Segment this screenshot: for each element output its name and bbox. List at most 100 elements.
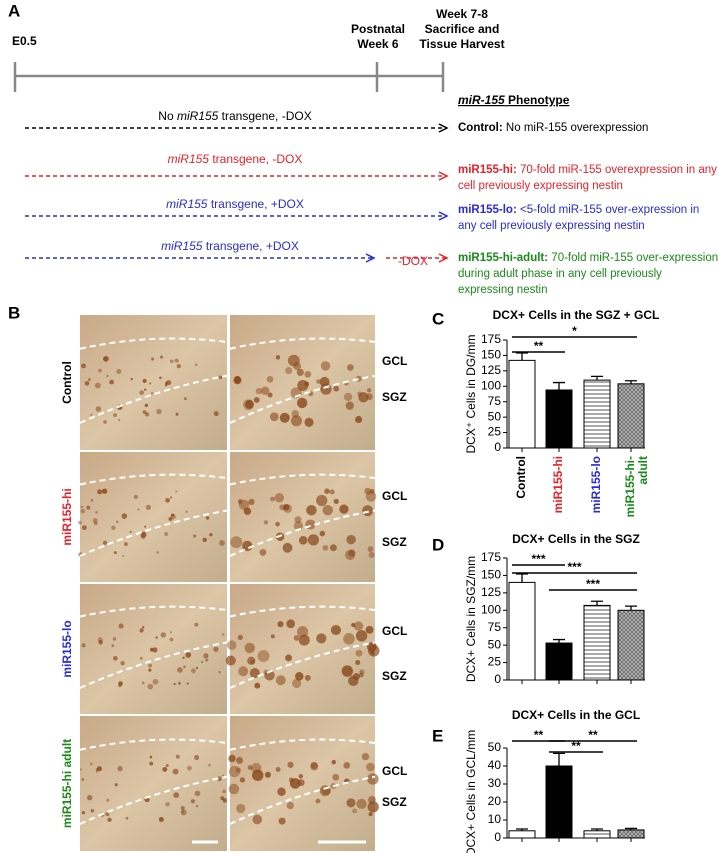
y-tick-label: 175 bbox=[481, 332, 501, 346]
cell bbox=[368, 551, 375, 558]
error-bar bbox=[591, 375, 603, 381]
y-tick-label: 0 bbox=[494, 830, 501, 844]
cell bbox=[270, 634, 275, 639]
cell bbox=[97, 637, 103, 643]
cell bbox=[230, 536, 243, 549]
significance-label: ** bbox=[534, 339, 544, 353]
phenotype: miR155-hi: 70-fold miR-155 overexpressio… bbox=[458, 164, 717, 192]
cell bbox=[141, 626, 145, 629]
cell bbox=[297, 379, 309, 391]
cell bbox=[169, 359, 174, 364]
cell bbox=[96, 766, 102, 772]
cell bbox=[173, 682, 176, 686]
cell bbox=[95, 406, 102, 412]
cell bbox=[98, 368, 102, 373]
cell bbox=[81, 525, 87, 531]
cell bbox=[351, 622, 356, 628]
layer-boundary bbox=[79, 473, 228, 486]
cell bbox=[365, 625, 374, 634]
bar bbox=[545, 389, 573, 449]
cell bbox=[251, 762, 262, 774]
cell bbox=[116, 368, 122, 374]
cell bbox=[329, 489, 335, 495]
cell bbox=[343, 392, 353, 402]
error-bar bbox=[591, 600, 603, 606]
cell bbox=[149, 382, 152, 385]
cell bbox=[248, 498, 255, 505]
cell bbox=[257, 650, 270, 663]
cell bbox=[139, 656, 143, 660]
timeline-end: Week 7-8 bbox=[436, 7, 488, 21]
error-bar bbox=[553, 381, 565, 390]
cell bbox=[291, 410, 300, 418]
cell bbox=[279, 504, 286, 511]
y-axis-label: DCX⁺ Cells in DG/mm bbox=[464, 334, 478, 453]
cell bbox=[368, 796, 376, 804]
y-tick-label: 50 bbox=[488, 409, 502, 423]
cell bbox=[218, 375, 223, 380]
cell bbox=[213, 646, 219, 652]
cell bbox=[333, 498, 339, 504]
cell bbox=[304, 674, 311, 681]
cell bbox=[152, 647, 158, 653]
cell bbox=[155, 636, 158, 639]
phenotype: miR155-lo: <5-fold miR-155 over-expressi… bbox=[458, 204, 700, 232]
cell bbox=[113, 655, 118, 661]
timeline-end: Tissue Harvest bbox=[419, 37, 504, 51]
cell bbox=[339, 504, 349, 514]
cell bbox=[90, 499, 94, 502]
phenotype: miR155-hi-adult: 70-fold miR-155 over-ex… bbox=[458, 252, 718, 296]
cell bbox=[186, 765, 192, 771]
error-bar bbox=[625, 827, 637, 830]
cell bbox=[191, 668, 196, 674]
row-label: miR155-hi adult bbox=[60, 739, 74, 828]
cell bbox=[95, 511, 98, 514]
cell bbox=[118, 623, 124, 629]
cell bbox=[120, 661, 125, 666]
cell bbox=[186, 682, 189, 685]
y-tick-label: 20 bbox=[488, 794, 502, 808]
cell bbox=[144, 403, 149, 408]
cell bbox=[139, 390, 144, 395]
cell bbox=[140, 534, 146, 540]
cell bbox=[165, 802, 170, 807]
cell bbox=[84, 380, 90, 386]
layer-label: GCL bbox=[382, 489, 407, 503]
cell bbox=[170, 514, 176, 520]
cell bbox=[80, 508, 86, 514]
cell bbox=[185, 510, 188, 513]
row-label: miR155-lo bbox=[60, 620, 74, 677]
cell bbox=[95, 770, 99, 773]
cell bbox=[238, 499, 250, 510]
timeline-mid: Week 6 bbox=[357, 37, 398, 51]
x-tick-label: Control bbox=[514, 456, 528, 499]
bar bbox=[617, 383, 645, 449]
cell bbox=[125, 816, 129, 820]
cell bbox=[194, 790, 201, 797]
significance-label: ** bbox=[571, 739, 581, 753]
bar bbox=[508, 830, 536, 839]
cell bbox=[170, 631, 173, 634]
cell bbox=[275, 355, 281, 360]
y-tick-label: 100 bbox=[481, 378, 501, 392]
cell bbox=[148, 663, 153, 668]
cell bbox=[156, 408, 162, 415]
cell bbox=[151, 357, 155, 361]
cell bbox=[112, 637, 117, 641]
cell bbox=[355, 659, 361, 666]
y-tick-label: 25 bbox=[488, 425, 502, 439]
cell bbox=[260, 386, 270, 396]
cell bbox=[194, 363, 198, 367]
significance-label: *** bbox=[531, 552, 545, 566]
cell bbox=[175, 412, 179, 416]
cell bbox=[269, 412, 279, 422]
cell bbox=[164, 384, 168, 387]
cell bbox=[345, 401, 354, 410]
cell bbox=[319, 376, 330, 387]
cell bbox=[293, 362, 302, 370]
cell bbox=[282, 542, 293, 553]
cell bbox=[144, 525, 147, 528]
cell bbox=[81, 778, 85, 781]
cell bbox=[343, 633, 355, 645]
cell bbox=[364, 487, 372, 495]
